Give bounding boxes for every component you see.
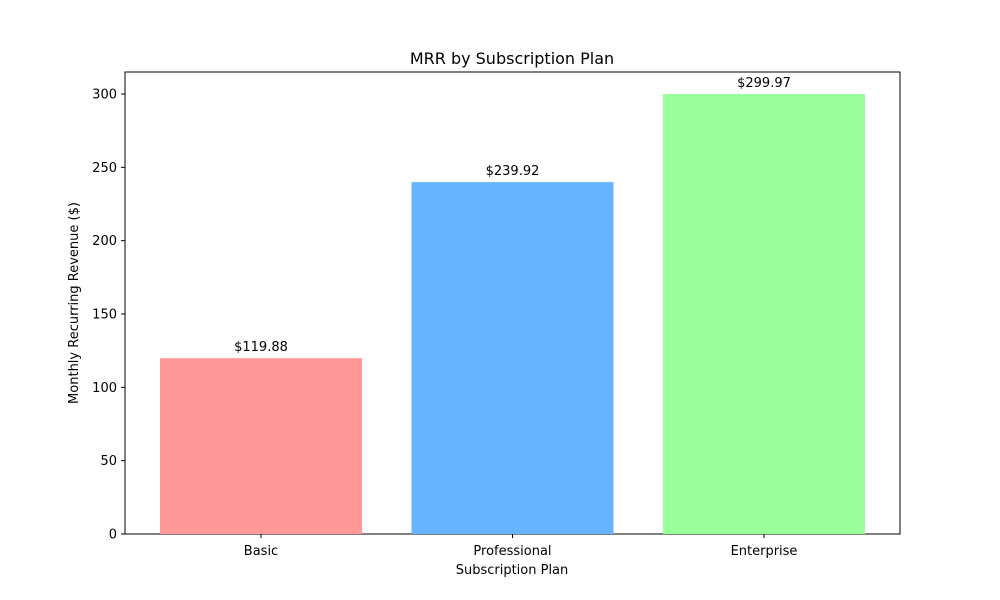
- bars-layer: [160, 94, 865, 534]
- bar-enterprise: [663, 94, 865, 534]
- y-tick-label-0: 0: [109, 528, 117, 543]
- x-tick-label-professional: Professional: [473, 544, 551, 559]
- y-axis-title: Monthly Recurring Revenue ($): [67, 202, 82, 404]
- y-tick-label-300: 300: [92, 88, 117, 103]
- chart-title: MRR by Subscription Plan: [410, 49, 614, 68]
- plot-area: $119.88 $239.92 $299.97 0 50 100 150 200 250 300…: [92, 71, 901, 559]
- bar-basic: [160, 358, 362, 534]
- x-axis-title: Subscription Plan: [456, 563, 569, 578]
- y-tick-label-200: 200: [92, 234, 117, 249]
- value-label-professional: $239.92: [486, 164, 540, 179]
- y-tick-label-250: 250: [92, 161, 117, 176]
- bar-professional: [411, 182, 614, 534]
- value-labels-layer: $119.88 $239.92 $299.97: [234, 76, 791, 355]
- y-tick-label-50: 50: [100, 454, 117, 469]
- y-axis: 0 50 100 150 200 250 300: [92, 88, 125, 543]
- x-axis: Basic Professional Enterprise: [244, 534, 798, 559]
- y-tick-label-150: 150: [92, 308, 117, 323]
- value-label-basic: $119.88: [234, 340, 288, 355]
- x-tick-label-enterprise: Enterprise: [731, 544, 798, 559]
- x-tick-label-basic: Basic: [244, 544, 278, 559]
- y-tick-label-100: 100: [92, 381, 117, 396]
- value-label-enterprise: $299.97: [737, 76, 791, 91]
